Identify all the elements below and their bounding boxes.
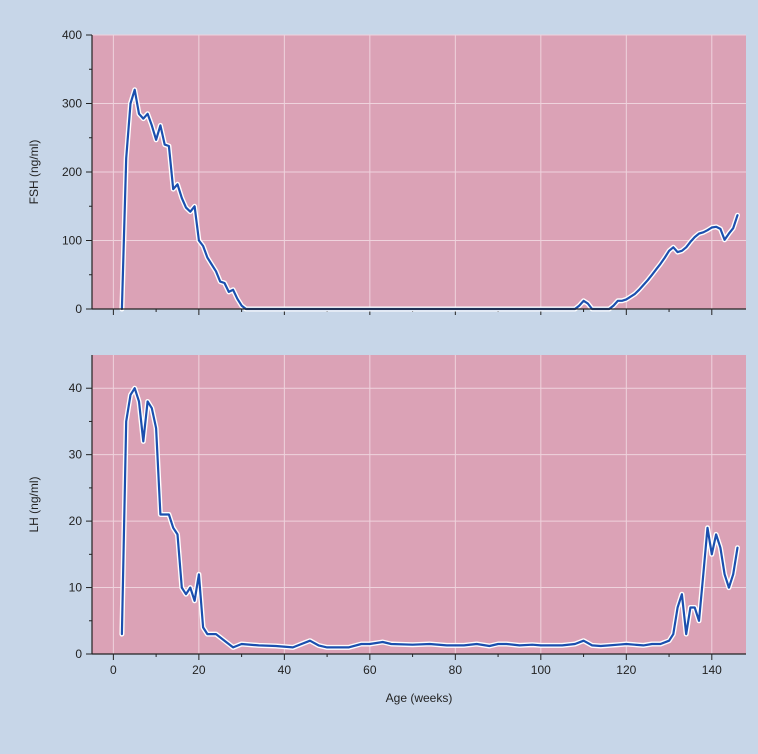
fsh-y-tick-label: 300: [62, 97, 82, 111]
fsh-y-tick-label: 0: [75, 302, 82, 316]
lh-y-ticks: 0 10 20 30 40: [69, 381, 92, 661]
lh-series: [119, 385, 740, 650]
fsh-y-axis-title: FSH (ng/ml): [27, 140, 41, 205]
lh-x-tick-label: 20: [192, 663, 206, 677]
lh-x-tick-label: 80: [449, 663, 463, 677]
lh-y-tick-label: 0: [75, 647, 82, 661]
lh-y-tick-label: 40: [69, 381, 83, 395]
lh-y-tick-label: 30: [69, 448, 83, 462]
lh-x-ticks: 0 20 40 60 80 100 120 140: [110, 654, 722, 677]
fsh-grid: [92, 34, 746, 310]
lh-x-tick-label: 120: [616, 663, 636, 677]
lh-y-axis-title: LH (ng/ml): [27, 476, 41, 532]
lh-x-tick-label: 140: [702, 663, 722, 677]
lh-x-tick-label: 60: [363, 663, 377, 677]
lh-y-tick-label: 10: [69, 581, 83, 595]
lh-series-line: [120, 387, 739, 649]
fsh-y-tick-label: 200: [62, 165, 82, 179]
fsh-axes: [91, 35, 746, 310]
lh-plot-area: [92, 355, 746, 654]
fsh-y-ticks: 0 100 200 300 400: [62, 28, 92, 316]
lh-x-tick-label: 0: [110, 663, 117, 677]
fsh-panel: 0 100 200 300 400 FSH (ng/ml): [27, 28, 746, 316]
fsh-series-line: [120, 88, 739, 311]
fsh-y-tick-label: 400: [62, 28, 82, 42]
lh-axes: [91, 355, 746, 655]
lh-grid: [92, 355, 746, 655]
lh-x-axis-title: Age (weeks): [386, 691, 453, 705]
lh-x-tick-label: 40: [278, 663, 292, 677]
lh-x-tick-label: 100: [531, 663, 551, 677]
fsh-series: [119, 87, 740, 312]
lh-y-tick-label: 20: [69, 514, 83, 528]
fsh-y-tick-label: 100: [62, 234, 82, 248]
